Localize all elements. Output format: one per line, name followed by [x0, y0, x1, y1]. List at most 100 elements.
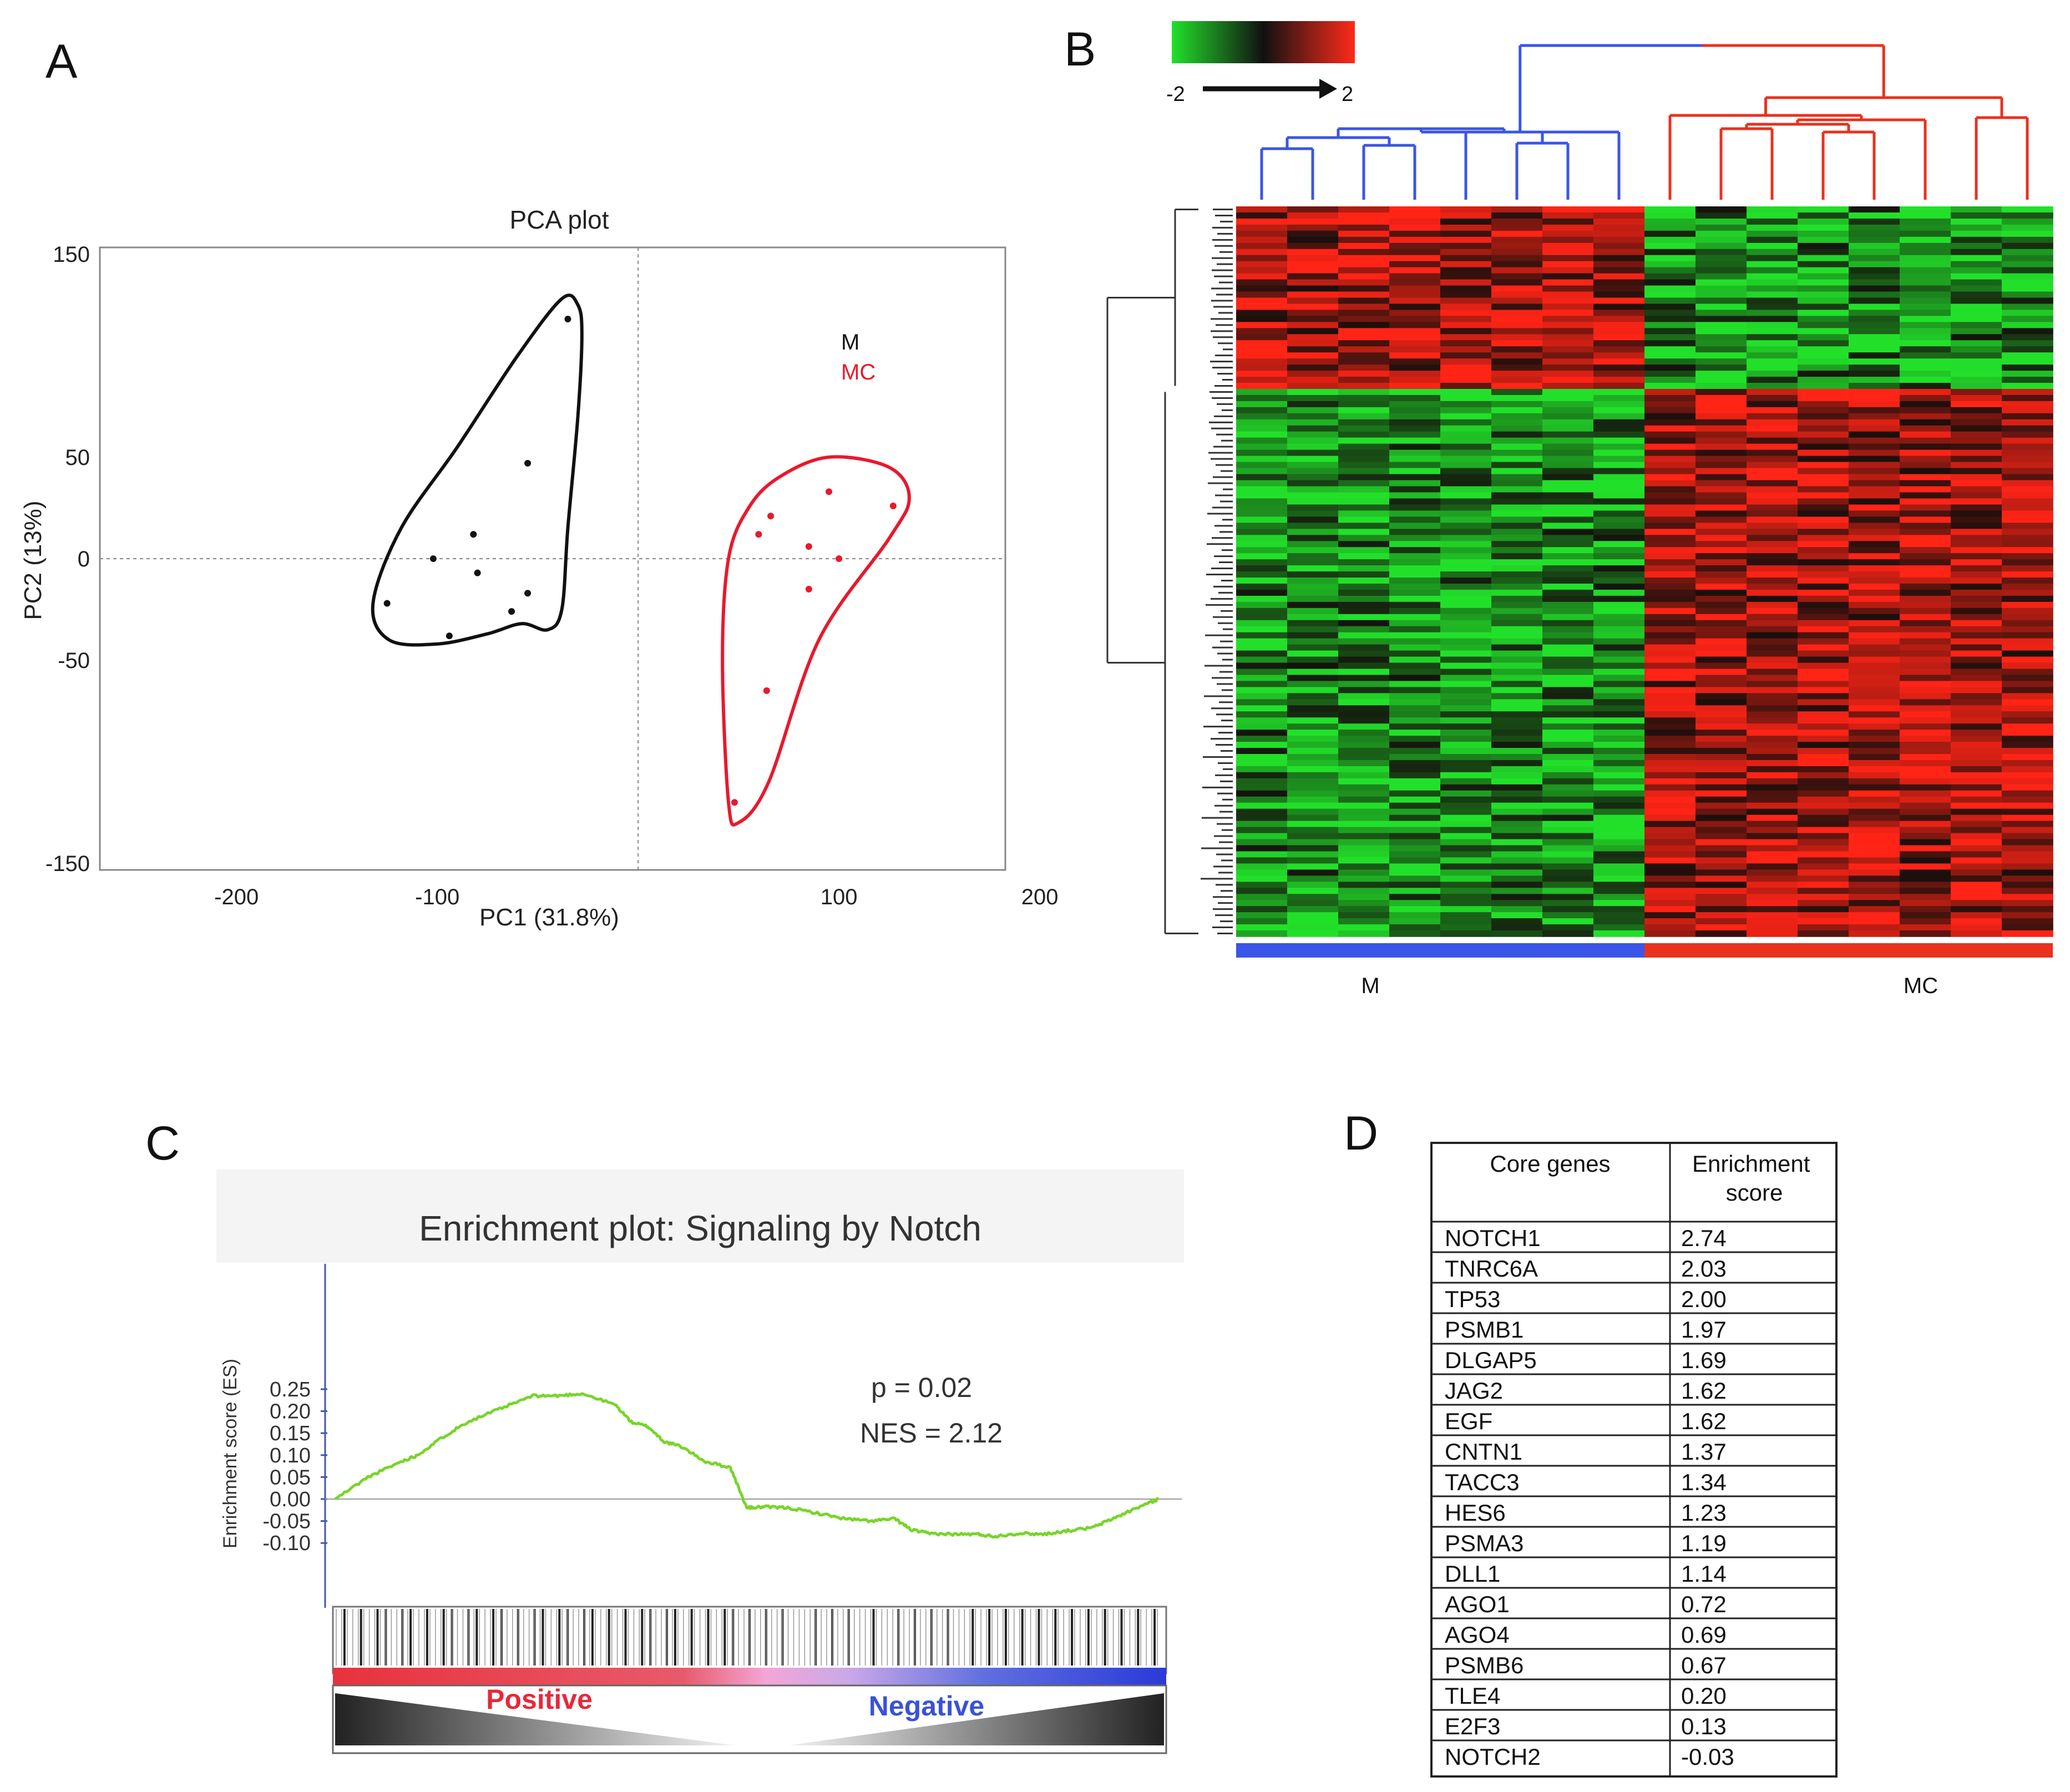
heatmap-cell [1900, 242, 1951, 250]
heatmap-cell [1747, 535, 1798, 541]
heatmap-cell [1491, 565, 1543, 572]
heatmap-cell [1849, 882, 1900, 889]
heatmap-cell [1644, 389, 1696, 396]
heatmap-cell [1849, 547, 1900, 554]
heatmap-cell [1338, 285, 1390, 292]
heatmap-cell [1338, 638, 1390, 645]
heatmap-cell [1542, 924, 1594, 931]
heatmap-cell [1440, 808, 1492, 816]
heatmap-cell [2002, 474, 2053, 481]
heatmap-cell [1236, 310, 1288, 317]
heatmap-cell [2002, 681, 2053, 688]
heatmap-cell [1389, 790, 1441, 797]
heatmap-cell [1644, 486, 1696, 493]
heatmap-cell [1644, 705, 1696, 712]
heatmap-cell [1440, 224, 1492, 231]
heatmap-cell [1287, 529, 1339, 535]
heatmap-cell [1696, 273, 1747, 280]
heatmap-cell [1287, 425, 1339, 432]
heatmap-cell [1951, 601, 2002, 609]
heatmap-cell [1338, 924, 1390, 931]
heatmap-cell [1849, 383, 1900, 389]
heatmap-cell [1900, 486, 1951, 493]
heatmap-cell [1491, 394, 1543, 402]
heatmap-cell [1849, 468, 1900, 475]
heatmap-cell [1389, 267, 1441, 274]
heatmap-group-bars [1236, 943, 2053, 958]
heatmap-cell [1491, 912, 1543, 919]
heatmap-cell [1747, 571, 1798, 578]
heatmap-cell [1491, 340, 1543, 347]
heatmap-cell [2002, 443, 2053, 450]
heatmap-cell [1747, 650, 1798, 657]
heatmap-cell [1236, 930, 1288, 937]
heatmap-cell [1900, 310, 1951, 317]
heatmap-cell [1644, 796, 1696, 803]
heatmap-cell [1236, 723, 1288, 730]
heatmap-cell [1696, 468, 1747, 475]
heatmap-cell [1849, 267, 1900, 274]
heatmap-cell [1798, 784, 1849, 791]
heatmap-cell [1440, 346, 1492, 353]
heatmap-cell [1440, 571, 1492, 578]
heatmap-cell [1849, 517, 1900, 524]
heatmap-cell [1338, 766, 1390, 773]
heatmap-cell [1389, 389, 1441, 396]
heatmap-cell [1798, 839, 1849, 846]
heatmap-cell [1542, 888, 1594, 895]
heatmap-cell [1236, 894, 1288, 900]
heatmap-cell [1593, 303, 1645, 311]
heatmap-cell [1644, 760, 1696, 767]
heatmap-cell [1798, 474, 1849, 481]
heatmap-cell [1542, 492, 1594, 499]
heatmap-cell [1389, 595, 1441, 603]
heatmap-cell [1236, 297, 1288, 305]
heatmap-cell [1849, 334, 1900, 341]
heatmap-cell [1287, 310, 1339, 317]
heatmap-cell [1338, 443, 1390, 450]
heatmap-cell [1747, 261, 1798, 268]
heatmap-cell [1491, 371, 1543, 377]
heatmap-cell [1593, 571, 1645, 578]
heatmap-cell [1338, 723, 1390, 730]
heatmap-cell [1798, 437, 1849, 444]
heatmap-cell [1593, 839, 1645, 846]
heatmap-cell [1798, 796, 1849, 803]
heatmap-cell [1338, 748, 1390, 755]
heatmap-cell [1951, 377, 2002, 383]
heatmap-cell [1389, 535, 1441, 541]
heatmap-cell [1849, 699, 1900, 706]
heatmap-cell [1287, 662, 1339, 670]
heatmap-cell [2002, 632, 2053, 639]
heatmap-cell [1900, 681, 1951, 688]
heatmap-cell [1236, 730, 1288, 736]
heatmap-cell [1236, 431, 1288, 438]
table-cell-gene: PSMB6 [1445, 1652, 1524, 1678]
heatmap-cell [1287, 377, 1339, 383]
heatmap-cell [1644, 571, 1696, 578]
heatmap-cell [1491, 523, 1543, 530]
heatmap-cell [1542, 517, 1594, 524]
heatmap-cell [1236, 869, 1288, 877]
heatmap-cell [1747, 614, 1798, 621]
heatmap-cell [1389, 474, 1441, 481]
heatmap-cell [1900, 547, 1951, 554]
heatmap-cell [1747, 583, 1798, 590]
heatmap-cell [1951, 571, 2002, 578]
heatmap-cell [1338, 571, 1390, 578]
heatmap-cell [1236, 808, 1288, 816]
heatmap-cell [2002, 748, 2053, 755]
heatmap-cell [1696, 675, 1747, 682]
heatmap-cell [2002, 206, 2053, 213]
heatmap-cell [1593, 352, 1645, 359]
heatmap-cell [1900, 900, 1951, 907]
heatmap-cell [1440, 863, 1492, 870]
heatmap-cell [1389, 583, 1441, 590]
heatmap-cell [1542, 547, 1594, 554]
heatmap-cell [1491, 778, 1543, 785]
heatmap-cell [1747, 632, 1798, 639]
heatmap-cell [1338, 462, 1390, 469]
heatmap-cell [1951, 261, 2002, 268]
heatmap-cell [1491, 894, 1543, 900]
heatmap-cell [1798, 736, 1849, 742]
